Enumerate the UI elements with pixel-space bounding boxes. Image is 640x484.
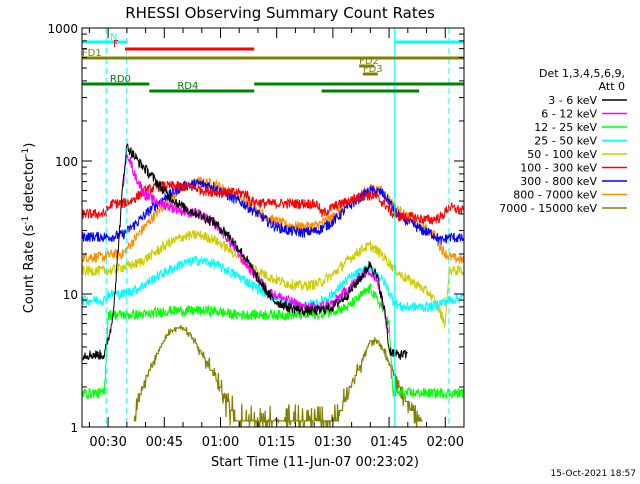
footer-timestamp: 15-Oct-2021 18:57 [551,469,636,479]
series-line-12-25-kev [82,282,464,401]
series-line-25-50-kev [82,255,464,313]
y-axis-label-sup1: -1 [21,216,31,225]
plot-area [82,28,464,427]
x-tick-label: 01:00 [202,435,239,450]
series-line-50-100-kev [82,230,464,328]
x-tick-label: 02:00 [427,435,464,450]
chart-title: RHESSI Observing Summary Count Rates [125,4,435,22]
flag-label-fd1: FD1 [82,48,102,59]
legend-label: 12 - 25 keV [534,121,597,134]
series-line-800-7000-kev [82,175,464,264]
y-axis-label-part2: detector [22,156,37,216]
legend-label: 6 - 12 keV [541,108,597,121]
series-line-7000-15000-kev [133,324,423,427]
y-axis-label: Count Rate (s-1 detector-1) [21,143,37,314]
x-tick-label: 00:45 [146,435,183,450]
flag-label-rd0: RD0 [110,74,131,85]
legend-label: 25 - 50 keV [534,135,597,148]
legend-header-line2: Att 0 [599,80,625,93]
legend-label: 7000 - 15000 keV [499,202,597,215]
series-line-100-300-kev [82,180,464,225]
flag-label-f: F [113,39,119,50]
y-axis-label-part3: ) [22,143,37,148]
legend-header-line1: Det 1,3,4,5,6,9, [539,67,625,80]
flag-label-rd4: RD4 [177,81,198,92]
legend-label: 100 - 300 keV [520,162,597,175]
plot-frame [81,27,465,428]
legend-label: 50 - 100 keV [527,148,597,161]
x-tick-label: 00:30 [89,435,126,450]
y-tick-label: 10 [63,288,78,302]
y-axis-label-sup2: -1 [21,148,31,157]
y-tick-label: 1 [70,421,78,435]
x-tick-label: 01:15 [258,435,295,450]
x-axis-label: Start Time (11-Jun-07 00:23:02) [211,455,419,470]
flag-label-n: N [110,32,117,43]
y-tick-label: 100 [55,155,78,169]
x-tick-label: 01:45 [370,435,407,450]
y-axis-label-part1: Count Rate (s [22,225,37,314]
y-tick-label: 1000 [47,22,78,36]
legend-label: 300 - 800 keV [520,175,597,188]
x-tick-label: 01:30 [314,435,351,450]
legend-label: 800 - 7000 keV [513,189,597,202]
series-line-3-6-kev [82,143,408,361]
flag-label-fd3: FD3 [363,64,383,75]
flag-label-fd2: FD2 [359,56,379,67]
legend-label: 3 - 6 keV [548,94,597,107]
